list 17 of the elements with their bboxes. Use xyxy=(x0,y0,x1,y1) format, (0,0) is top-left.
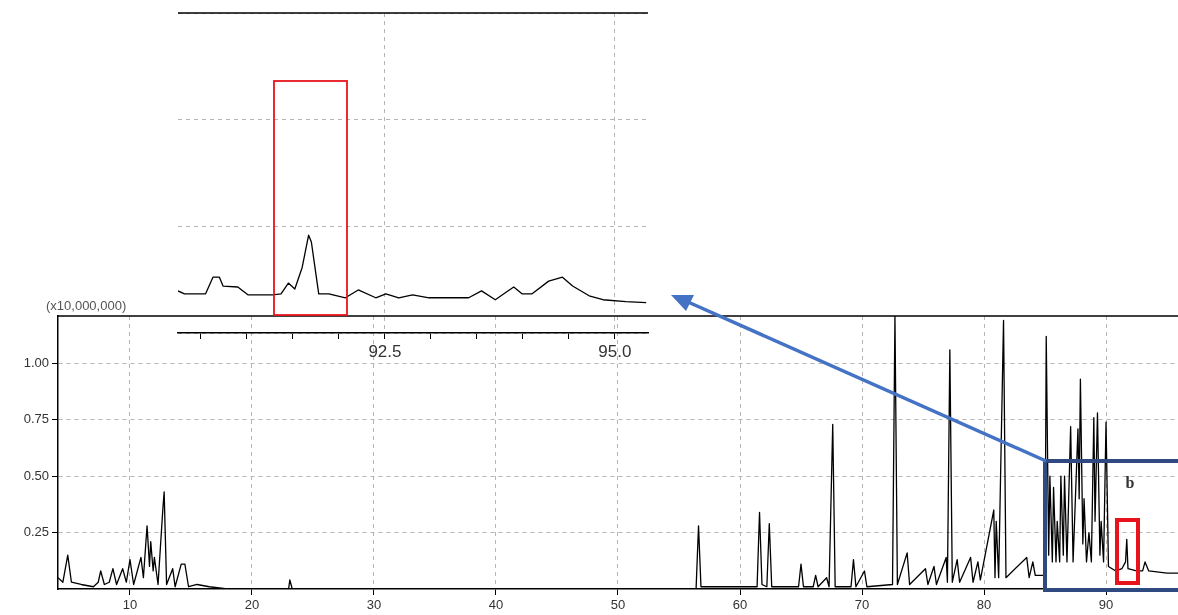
y-tick-label: 1.00 xyxy=(23,354,49,370)
x-tick-label: 30 xyxy=(366,597,382,613)
x-tick-label: 92.5 xyxy=(368,341,402,361)
text: (x10,000,000) xyxy=(46,298,127,314)
x-tick-label: 95.0 xyxy=(598,341,632,361)
x-tick-label: 10 xyxy=(122,597,138,613)
x-tick-label: 20 xyxy=(244,597,260,613)
y-tick-label: 0.50 xyxy=(23,467,49,483)
x-tick-label: 60 xyxy=(732,597,748,613)
x-tick-label: 50 xyxy=(610,597,626,613)
x-tick-label: 70 xyxy=(854,597,870,613)
y-tick-label: 0.25 xyxy=(23,524,49,540)
annotation: b xyxy=(1125,474,1135,492)
x-tick-label: 80 xyxy=(976,597,992,613)
x-tick-label: 40 xyxy=(488,597,504,613)
y-tick-label: 0.75 xyxy=(23,411,49,427)
x-tick-label: 90 xyxy=(1098,597,1114,613)
